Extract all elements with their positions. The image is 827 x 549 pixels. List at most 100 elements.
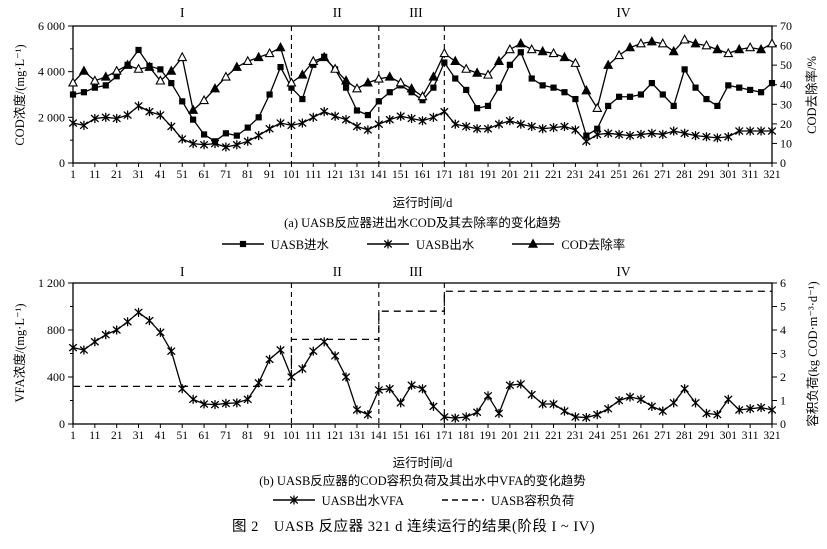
svg-text:191: 191 xyxy=(479,430,497,442)
svg-text:281: 281 xyxy=(676,169,694,181)
svg-text:40: 40 xyxy=(780,78,792,92)
svg-text:311: 311 xyxy=(742,430,759,442)
panel-b-caption: (b) UASB反应器的COD容积负荷及其出水中VFA的变化趋势 xyxy=(259,474,586,488)
svg-text:6: 6 xyxy=(780,276,786,290)
svg-text:2: 2 xyxy=(780,370,786,384)
svg-text:241: 241 xyxy=(589,430,607,442)
svg-text:231: 231 xyxy=(567,430,585,442)
svg-text:IV: IV xyxy=(616,5,630,20)
svg-text:81: 81 xyxy=(242,430,254,442)
svg-text:91: 91 xyxy=(264,169,276,181)
svg-text:281: 281 xyxy=(676,430,694,442)
svg-text:II: II xyxy=(333,5,342,20)
svg-text:191: 191 xyxy=(479,169,497,181)
panel-b-x-axis-title: 运行时间/d xyxy=(392,456,453,470)
svg-text:II: II xyxy=(333,264,342,279)
svg-text:181: 181 xyxy=(458,169,476,181)
svg-text:151: 151 xyxy=(392,430,410,442)
svg-text:4 000: 4 000 xyxy=(38,65,65,79)
svg-text:271: 271 xyxy=(654,430,672,442)
svg-text:221: 221 xyxy=(545,169,563,181)
svg-text:261: 261 xyxy=(632,430,650,442)
panel-b-legend: UASB出水VFA UASB容积负荷 xyxy=(73,490,772,509)
influent-line-square-icon xyxy=(221,240,264,247)
svg-text:241: 241 xyxy=(589,169,607,181)
load-dashed-line-icon xyxy=(442,498,485,501)
svg-text:81: 81 xyxy=(242,169,254,181)
svg-text:291: 291 xyxy=(698,430,716,442)
svg-text:0: 0 xyxy=(780,156,786,170)
svg-text:I: I xyxy=(180,264,185,279)
svg-text:231: 231 xyxy=(567,169,585,181)
svg-text:30: 30 xyxy=(780,97,792,111)
legend-item-cod-removal: COD去除率 xyxy=(510,234,625,253)
svg-text:301: 301 xyxy=(720,430,738,442)
svg-text:251: 251 xyxy=(610,430,628,442)
svg-text:1 200: 1 200 xyxy=(38,276,65,290)
legend-item-effluent-vfa: UASB出水VFA xyxy=(271,490,404,509)
legend-label-volumetric-load: UASB容积负荷 xyxy=(491,494,575,508)
svg-text:271: 271 xyxy=(654,169,672,181)
svg-text:1: 1 xyxy=(70,169,76,181)
svg-text:0: 0 xyxy=(59,417,65,431)
svg-text:31: 31 xyxy=(133,430,145,442)
svg-text:41: 41 xyxy=(155,169,167,181)
svg-text:31: 31 xyxy=(133,169,145,181)
svg-text:0: 0 xyxy=(780,417,786,431)
svg-text:41: 41 xyxy=(155,430,167,442)
svg-text:I: I xyxy=(180,5,185,20)
svg-text:20: 20 xyxy=(780,117,792,131)
svg-text:400: 400 xyxy=(47,370,65,384)
svg-text:III: III xyxy=(409,264,423,279)
svg-text:60: 60 xyxy=(780,39,792,53)
panel-a-x-axis-title: 运行时间/d xyxy=(392,196,453,210)
svg-text:161: 161 xyxy=(414,430,432,442)
svg-text:221: 221 xyxy=(545,430,563,442)
svg-text:21: 21 xyxy=(111,430,123,442)
svg-text:111: 111 xyxy=(305,430,322,442)
svg-text:131: 131 xyxy=(348,169,366,181)
svg-text:101: 101 xyxy=(283,430,301,442)
svg-text:71: 71 xyxy=(220,430,232,442)
svg-text:21: 21 xyxy=(111,169,123,181)
svg-text:6 000: 6 000 xyxy=(38,19,65,33)
svg-text:121: 121 xyxy=(327,169,345,181)
legend-label-influent: UASB进水 xyxy=(270,238,330,252)
vfa-line-star-icon xyxy=(272,494,315,505)
figure-caption: 图 2 UASB 反应器 321 d 连续运行的结果(阶段 I ~ IV) xyxy=(231,519,596,535)
svg-text:201: 201 xyxy=(501,169,519,181)
svg-text:131: 131 xyxy=(348,430,366,442)
svg-text:151: 151 xyxy=(392,169,410,181)
svg-text:251: 251 xyxy=(610,169,628,181)
svg-text:0: 0 xyxy=(59,156,65,170)
svg-text:91: 91 xyxy=(264,430,276,442)
svg-text:4: 4 xyxy=(780,323,786,337)
svg-text:171: 171 xyxy=(436,169,454,181)
panel-a-caption: (a) UASB反应器进出水COD及其去除率的变化趋势 xyxy=(284,216,561,230)
svg-text:III: III xyxy=(409,5,423,20)
removal-line-triangle-icon xyxy=(512,237,555,248)
svg-text:2 000: 2 000 xyxy=(38,110,65,124)
svg-text:5: 5 xyxy=(780,300,786,314)
svg-text:171: 171 xyxy=(436,430,454,442)
legend-item-volumetric-load: UASB容积负荷 xyxy=(440,490,574,509)
svg-text:141: 141 xyxy=(370,169,388,181)
legend-item-uasb-influent: UASB进水 xyxy=(220,234,329,253)
svg-text:211: 211 xyxy=(523,169,540,181)
panel-b-y-right-axis-title: 容积负荷(kg COD·m⁻³·d⁻¹) xyxy=(806,281,820,427)
svg-text:311: 311 xyxy=(742,169,759,181)
svg-text:11: 11 xyxy=(89,430,100,442)
svg-text:IV: IV xyxy=(616,264,630,279)
svg-text:3: 3 xyxy=(780,347,786,361)
svg-text:50: 50 xyxy=(780,58,792,72)
svg-text:10: 10 xyxy=(780,136,792,150)
svg-text:261: 261 xyxy=(632,169,650,181)
panel-a-legend: UASB进水 UASB出水 COD去除率 xyxy=(73,234,772,253)
svg-text:101: 101 xyxy=(283,169,301,181)
svg-text:181: 181 xyxy=(458,430,476,442)
svg-text:141: 141 xyxy=(370,430,388,442)
panel-a-y-right-axis-title: COD去除率/% xyxy=(805,56,819,134)
